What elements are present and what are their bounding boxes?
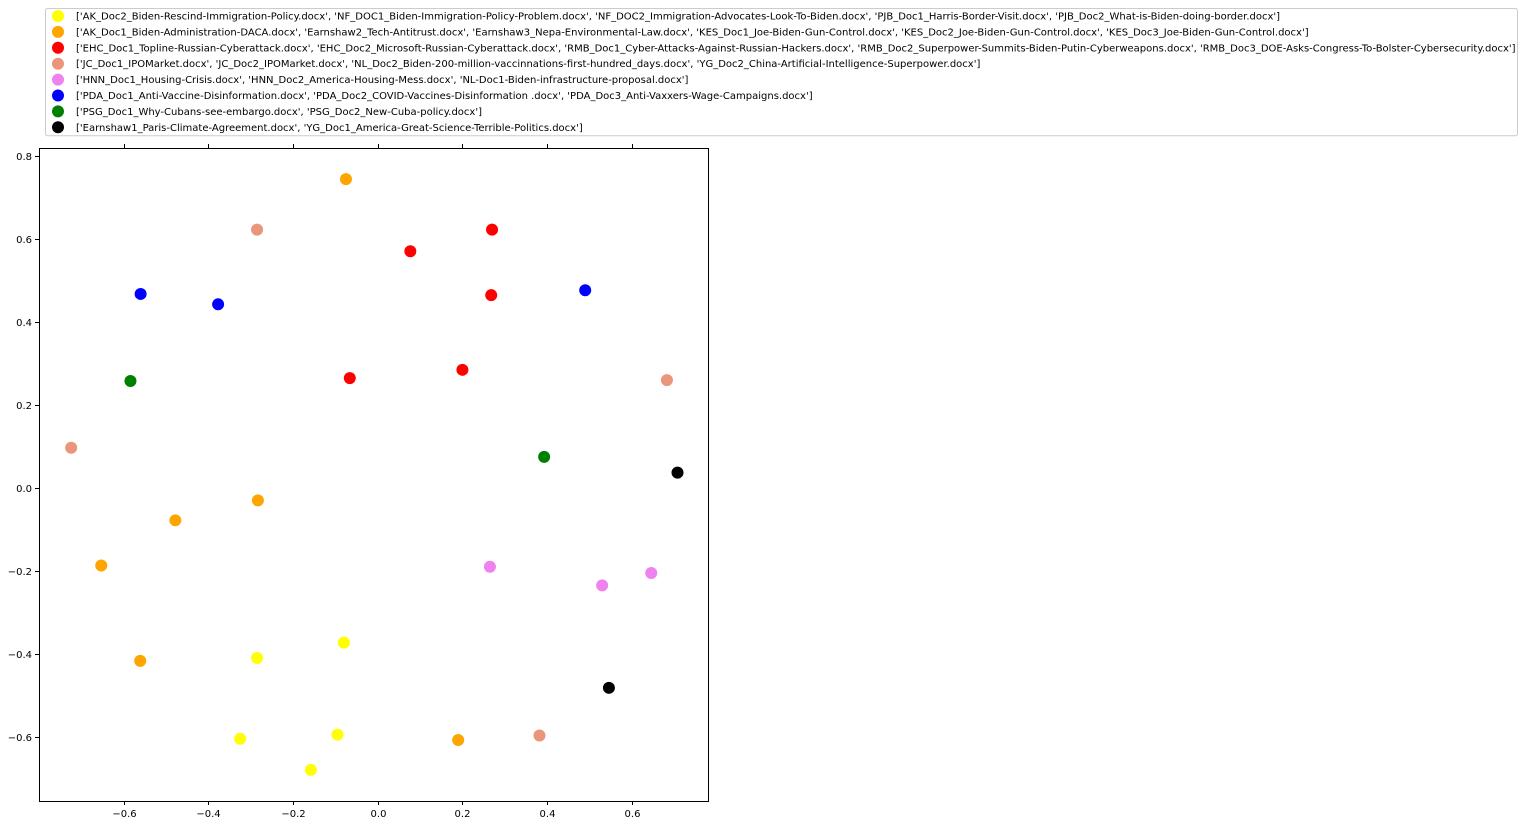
y-tick-label: −0.4 bbox=[8, 650, 32, 661]
scatter-point bbox=[251, 494, 264, 507]
legend-entry: ['HNN_Doc1_Housing-Crisis.docx', 'HNN_Do… bbox=[76, 75, 689, 86]
scatter-point bbox=[671, 466, 684, 479]
scatter-point bbox=[212, 298, 225, 311]
legend-entry: ['EHC_Doc1_Topline-Russian-Cyberattack.d… bbox=[76, 43, 1516, 54]
scatter-point bbox=[251, 223, 264, 236]
scatter-point bbox=[65, 441, 78, 454]
legend-marker bbox=[52, 73, 64, 86]
x-tick-label: −0.2 bbox=[281, 809, 305, 820]
legend-marker bbox=[52, 105, 64, 118]
scatter-point bbox=[339, 173, 352, 186]
scatter-point bbox=[331, 728, 344, 741]
scatter-point bbox=[533, 729, 546, 742]
legend-marker bbox=[52, 57, 64, 70]
y-tick-label: 0.8 bbox=[16, 152, 32, 163]
scatter-point bbox=[456, 363, 469, 376]
y-tick-label: 0.0 bbox=[16, 484, 32, 495]
scatter-point bbox=[579, 284, 592, 297]
scatter-point bbox=[538, 450, 551, 463]
legend-marker bbox=[52, 25, 64, 38]
legend-entry: ['AK_Doc2_Biden-Rescind-Immigration-Poli… bbox=[76, 12, 1280, 23]
scatter-point bbox=[660, 374, 673, 387]
data-points bbox=[65, 173, 684, 776]
legend-frame bbox=[45, 8, 1518, 137]
legend-entry: ['PDA_Doc1_Anti-Vaccine-Disinformation.d… bbox=[76, 91, 813, 102]
scatter-point bbox=[486, 223, 499, 236]
y-tick-label: 0.6 bbox=[16, 235, 32, 246]
legend: ['AK_Doc2_Biden-Rescind-Immigration-Poli… bbox=[45, 8, 1518, 137]
legend-marker bbox=[52, 10, 64, 22]
scatter-point bbox=[602, 681, 615, 694]
scatter-point bbox=[485, 289, 498, 302]
scatter-point bbox=[169, 514, 182, 527]
legend-marker bbox=[52, 41, 64, 54]
scatter-point bbox=[234, 732, 247, 745]
scatter-point bbox=[404, 245, 417, 258]
x-tick-label: 0.0 bbox=[371, 809, 387, 820]
y-tick-label: −0.2 bbox=[8, 567, 32, 578]
scatter-point bbox=[452, 734, 465, 747]
legend-entry: ['PSG_Doc1_Why-Cubans-see-embargo.docx',… bbox=[76, 107, 482, 118]
axes: −0.6 −0.4 −0.2 0.0 0.2 0.4 0.6 −0.6 −0.4 −0.2 0.0 0… bbox=[8, 144, 709, 820]
x-tick-label: −0.6 bbox=[112, 809, 136, 820]
y-tick-label: −0.6 bbox=[8, 733, 32, 744]
x-tick-label: 0.2 bbox=[455, 809, 471, 820]
scatter-point bbox=[134, 654, 147, 667]
scatter-point bbox=[483, 560, 496, 573]
x-tick-label: −0.4 bbox=[196, 809, 220, 820]
y-tick-label: 0.4 bbox=[16, 318, 32, 329]
scatter-point bbox=[645, 566, 658, 579]
legend-marker bbox=[52, 89, 64, 102]
scatter-point bbox=[304, 763, 317, 776]
y-tick-label: 0.2 bbox=[16, 401, 32, 412]
legend-entry: ['Earnshaw1_Paris-Climate-Agreement.docx… bbox=[76, 123, 583, 134]
x-tick-label: 0.6 bbox=[625, 809, 641, 820]
legend-entry: ['AK_Doc1_Biden-Administration-DACA.docx… bbox=[76, 27, 1309, 38]
legend-marker bbox=[52, 121, 64, 134]
scatter-point bbox=[596, 579, 609, 592]
scatter-point bbox=[343, 372, 356, 385]
scatter-point bbox=[95, 559, 108, 572]
x-tick-label: 0.4 bbox=[540, 809, 556, 820]
scatter-point bbox=[134, 287, 147, 300]
scatter-point bbox=[337, 636, 350, 649]
plot-frame bbox=[39, 148, 709, 802]
scatter-point bbox=[251, 651, 264, 664]
legend-entry: ['JC_Doc1_IPOMarket.docx', 'JC_Doc2_IPOM… bbox=[76, 59, 980, 70]
scatter-point bbox=[124, 375, 137, 388]
